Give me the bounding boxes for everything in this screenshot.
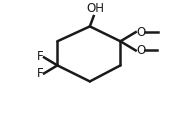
Text: OH: OH <box>87 2 105 15</box>
Text: F: F <box>36 50 43 63</box>
Text: O: O <box>137 26 146 39</box>
Text: O: O <box>137 44 146 57</box>
Text: F: F <box>36 68 43 80</box>
